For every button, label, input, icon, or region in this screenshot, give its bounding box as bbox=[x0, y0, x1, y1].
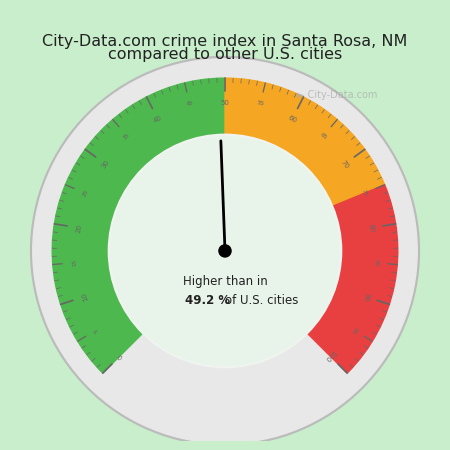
Text: 100: 100 bbox=[323, 348, 336, 362]
Wedge shape bbox=[306, 185, 398, 373]
Circle shape bbox=[31, 57, 419, 446]
Circle shape bbox=[111, 136, 339, 365]
Text: 70: 70 bbox=[339, 159, 350, 170]
Text: 5: 5 bbox=[93, 327, 99, 333]
Text: 80: 80 bbox=[367, 223, 374, 233]
Text: 45: 45 bbox=[185, 101, 194, 107]
Text: Higher than in: Higher than in bbox=[183, 274, 267, 288]
Text: 75: 75 bbox=[361, 189, 369, 198]
Text: 25: 25 bbox=[81, 189, 89, 198]
Text: 10: 10 bbox=[80, 291, 89, 302]
Text: of U.S. cities: of U.S. cities bbox=[225, 294, 298, 307]
Circle shape bbox=[219, 245, 231, 257]
Text: 30: 30 bbox=[100, 159, 111, 170]
Text: City-Data.com crime index in Santa Rosa, NM: City-Data.com crime index in Santa Rosa,… bbox=[42, 34, 408, 49]
Text: ► City-Data.com: ► City-Data.com bbox=[297, 90, 378, 100]
Text: 65: 65 bbox=[319, 132, 328, 140]
Text: 49.2 %: 49.2 % bbox=[185, 294, 230, 307]
Text: 20: 20 bbox=[76, 223, 83, 233]
Circle shape bbox=[108, 134, 342, 368]
Text: 35: 35 bbox=[122, 131, 131, 140]
Text: compared to other U.S. cities: compared to other U.S. cities bbox=[108, 47, 342, 62]
Circle shape bbox=[33, 58, 417, 443]
Text: 55: 55 bbox=[256, 101, 265, 107]
Text: 40: 40 bbox=[153, 115, 163, 124]
Text: 95: 95 bbox=[350, 325, 358, 334]
Wedge shape bbox=[225, 78, 385, 207]
Text: 85: 85 bbox=[373, 259, 378, 267]
Text: 15: 15 bbox=[72, 259, 77, 267]
Text: 0: 0 bbox=[117, 352, 124, 359]
Wedge shape bbox=[52, 78, 225, 373]
Text: 90: 90 bbox=[361, 291, 370, 302]
Text: 60: 60 bbox=[287, 115, 297, 124]
Text: 50: 50 bbox=[220, 100, 230, 106]
